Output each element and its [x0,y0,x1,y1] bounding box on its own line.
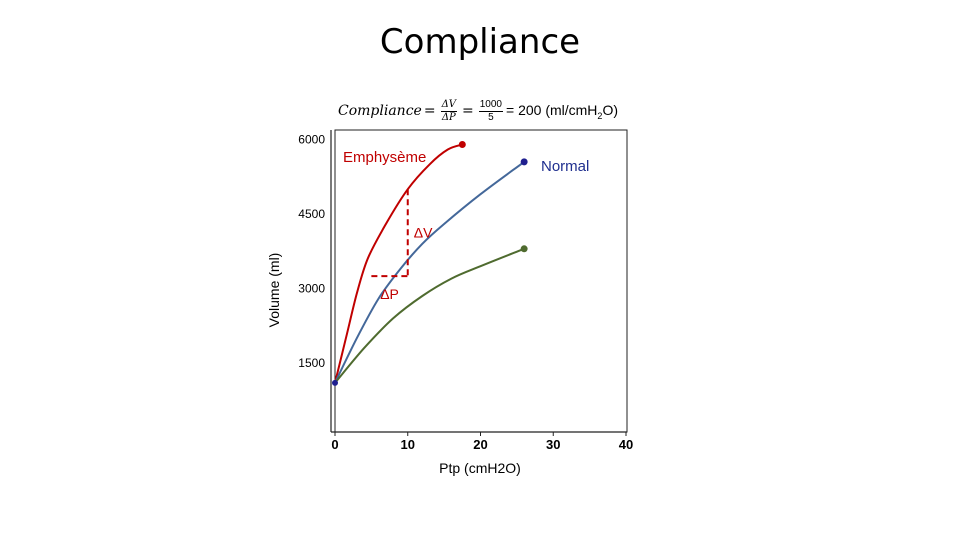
formula-frac1-denominator: ΔP [441,111,456,123]
formula-frac2-numerator: 1000 [478,98,503,112]
series-line-series-3 [334,247,525,384]
x-tick-label: 0 [331,437,338,452]
x-tick-label: 20 [473,437,487,452]
slide-title: Compliance [379,22,581,62]
formula-equals: = [423,103,436,119]
formula-fraction-delta: ΔV ΔP [440,98,458,124]
y-tick-label: 4500 [298,207,325,221]
x-tick-label: 10 [401,437,415,452]
y-tick-label: 6000 [298,133,325,147]
axis-ticks: 0 10 20 30 40 1500 3000 4500 6000 [298,133,633,452]
delta-v-label: ΔV [414,225,433,241]
series-label-emphys-me: Emphysème [343,149,426,166]
series-line-normal [334,161,525,384]
chart-annotations: ΔV ΔP [371,189,433,302]
formula-result-suffix: O) [602,101,618,118]
series-endpoint-emphys-me [458,141,466,149]
formula-frac2-denominator: 5 [488,111,494,123]
formula-result-sub: 2 [597,110,603,121]
series-endpoint-normal [520,158,528,166]
x-tick-label: 40 [619,437,633,452]
formula-result-prefix: = 200 (ml/cmH [506,101,598,118]
y-tick-label: 1500 [298,356,325,370]
series-label-normal: Normal [541,158,589,175]
delta-p-label: ΔP [380,286,399,302]
plot-border [334,129,628,433]
x-axis-label: Ptp (cmH2O) [439,460,521,476]
formula-lhs: Compliance [338,103,422,119]
compliance-formula: Compliance = ΔV ΔP = 1000 5 = 200 (ml/cm… [338,96,618,126]
origin-point [332,379,338,386]
series-endpoint-series-3 [520,245,528,253]
formula-result: = 200 (ml/cmH2O) [506,102,618,121]
formula-frac1-numerator: ΔV [440,98,458,112]
x-tick-label: 30 [546,437,560,452]
chart-series: Emphysème Normal [332,141,589,386]
plot-frame [330,129,628,433]
formula-equals-2: = [462,103,474,119]
y-axis-label: Volume (ml) [266,253,282,328]
y-tick-label: 3000 [298,282,325,296]
series-line-emphys-me [334,143,463,384]
formula-fraction-values: 1000 5 [478,98,503,124]
